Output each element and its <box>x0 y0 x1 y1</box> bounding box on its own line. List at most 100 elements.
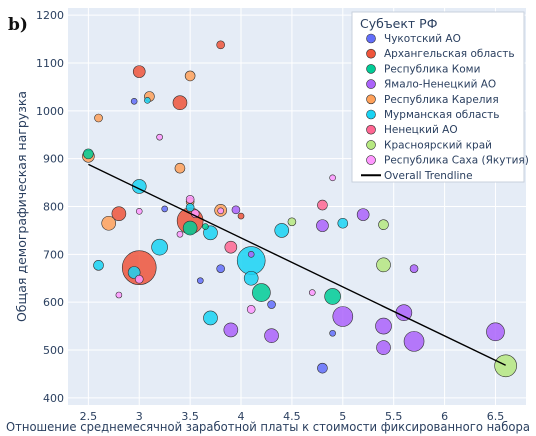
data-point-series-3 <box>409 264 419 273</box>
y-tick-label: 400 <box>43 392 64 405</box>
data-point-series-6 <box>317 199 328 211</box>
data-point-series-0 <box>161 205 168 213</box>
legend-marker <box>366 140 376 150</box>
data-point-series-4 <box>184 70 196 82</box>
x-tick-label: 3 <box>136 410 143 423</box>
legend-items: Чукотский АО Архангельская область Республ… <box>361 33 529 182</box>
data-point-series-8 <box>308 289 316 296</box>
y-tick-label: 700 <box>43 248 64 261</box>
data-point-series-5 <box>236 246 266 275</box>
data-point-series-1 <box>237 212 245 220</box>
data-point-series-3 <box>486 322 505 342</box>
data-point-series-4 <box>94 113 103 123</box>
data-point-series-1 <box>111 206 127 221</box>
data-point-series-5 <box>274 223 290 238</box>
legend-label: Чукотский АО <box>384 33 461 45</box>
data-point-series-8 <box>217 207 224 215</box>
data-point-series-8 <box>329 174 336 182</box>
data-point-series-0 <box>267 300 276 309</box>
data-point-series-2 <box>202 223 209 230</box>
data-point-series-3 <box>231 205 241 215</box>
data-point-series-5 <box>243 270 259 286</box>
legend-marker <box>366 94 376 105</box>
x-tick-label: 6.5 <box>487 410 505 423</box>
panel-label: b) <box>8 15 28 35</box>
legend-label: Мурманская область <box>384 109 500 121</box>
data-point-series-3 <box>316 219 329 232</box>
legend-marker <box>366 124 376 135</box>
data-point-series-2 <box>83 148 94 160</box>
legend-label: Ненецкий АО <box>384 124 458 136</box>
data-point-series-3 <box>332 306 354 327</box>
trendline <box>88 163 506 366</box>
data-point-series-8 <box>176 230 184 238</box>
y-tick-label: 800 <box>43 201 64 214</box>
legend-marker <box>366 79 376 89</box>
data-point-series-3 <box>356 208 370 221</box>
x-tick-label: 2.5 <box>80 410 98 423</box>
y-tick-label: 900 <box>43 153 64 166</box>
data-point-series-4 <box>174 162 186 174</box>
data-point-series-0 <box>317 362 328 374</box>
legend-label: Архангельская область <box>384 48 515 60</box>
data-point-series-3 <box>375 317 392 335</box>
gridlines <box>68 8 526 405</box>
data-point-series-3 <box>223 322 239 338</box>
data-point-series-0 <box>130 97 138 105</box>
data-point-series-2 <box>182 220 198 236</box>
data-point-series-5 <box>337 217 349 229</box>
data-point-series-3 <box>403 331 425 352</box>
data-point-series-3 <box>264 328 279 343</box>
data-point-series-8 <box>156 133 163 141</box>
x-tick-label: 4.5 <box>283 410 301 423</box>
data-point-series-8 <box>135 207 143 215</box>
data-point-series-7 <box>376 257 391 273</box>
y-tick-labels: 400 500 600 700 800 900 1000 1100 1200 <box>36 9 64 405</box>
data-point-series-3 <box>376 340 391 355</box>
y-tick-label: 500 <box>43 344 64 357</box>
y-tick-label: 1000 <box>36 105 64 118</box>
data-point-series-8 <box>134 274 144 284</box>
data-point-series-8 <box>115 291 123 299</box>
data-point-series-4 <box>101 215 117 231</box>
data-point-series-8 <box>185 195 195 204</box>
data-point-series-1 <box>172 95 188 111</box>
data-point-series-5 <box>151 238 168 256</box>
data-point-series-7 <box>494 354 517 378</box>
data-point-series-1 <box>132 65 146 78</box>
legend-marker <box>366 155 376 165</box>
legend-marker <box>366 48 376 59</box>
data-point-series-0 <box>329 329 336 337</box>
legend-label: Overall Trendline <box>384 170 473 182</box>
data-point-series-6 <box>224 240 238 254</box>
x-tick-label: 3.5 <box>181 410 199 423</box>
data-point-series-7 <box>287 217 297 227</box>
x-tick-labels: 2.5 3 3.5 4 4.5 5 5.5 6 6.5 <box>80 410 505 423</box>
x-axis-title: Отношение среднемесячной заработной плат… <box>6 419 530 434</box>
x-tick-label: 5 <box>339 410 346 423</box>
legend-marker <box>366 64 376 74</box>
data-point-series-2 <box>252 283 271 302</box>
data-point-series-1 <box>216 40 225 50</box>
legend-title: Субъект РФ <box>360 16 438 31</box>
y-tick-label: 600 <box>43 296 64 309</box>
data-point-series-7 <box>378 219 389 230</box>
y-tick-label: 1100 <box>36 57 64 70</box>
legend-label: Республика Коми <box>384 63 480 75</box>
x-tick-label: 5.5 <box>385 410 403 423</box>
legend-label: Республика Карелия <box>384 94 499 106</box>
data-point-series-8 <box>246 305 256 314</box>
x-tick-label: 6 <box>441 410 448 423</box>
legend-box <box>351 11 525 183</box>
legend: Субъект РФ Чукотский АО Архангельская обл… <box>351 11 529 183</box>
data-point-series-0 <box>197 277 204 284</box>
data-point-series-5 <box>203 310 218 326</box>
data-points <box>82 40 517 378</box>
data-point-series-5 <box>144 97 151 104</box>
x-tick-label: 4 <box>238 410 245 423</box>
legend-label: Ямало-Ненецкий АО <box>384 79 496 91</box>
y-tick-label: 1200 <box>36 9 64 22</box>
data-point-series-5 <box>93 260 104 271</box>
y-axis-title: Общая демографическая нагрузка <box>14 91 29 322</box>
